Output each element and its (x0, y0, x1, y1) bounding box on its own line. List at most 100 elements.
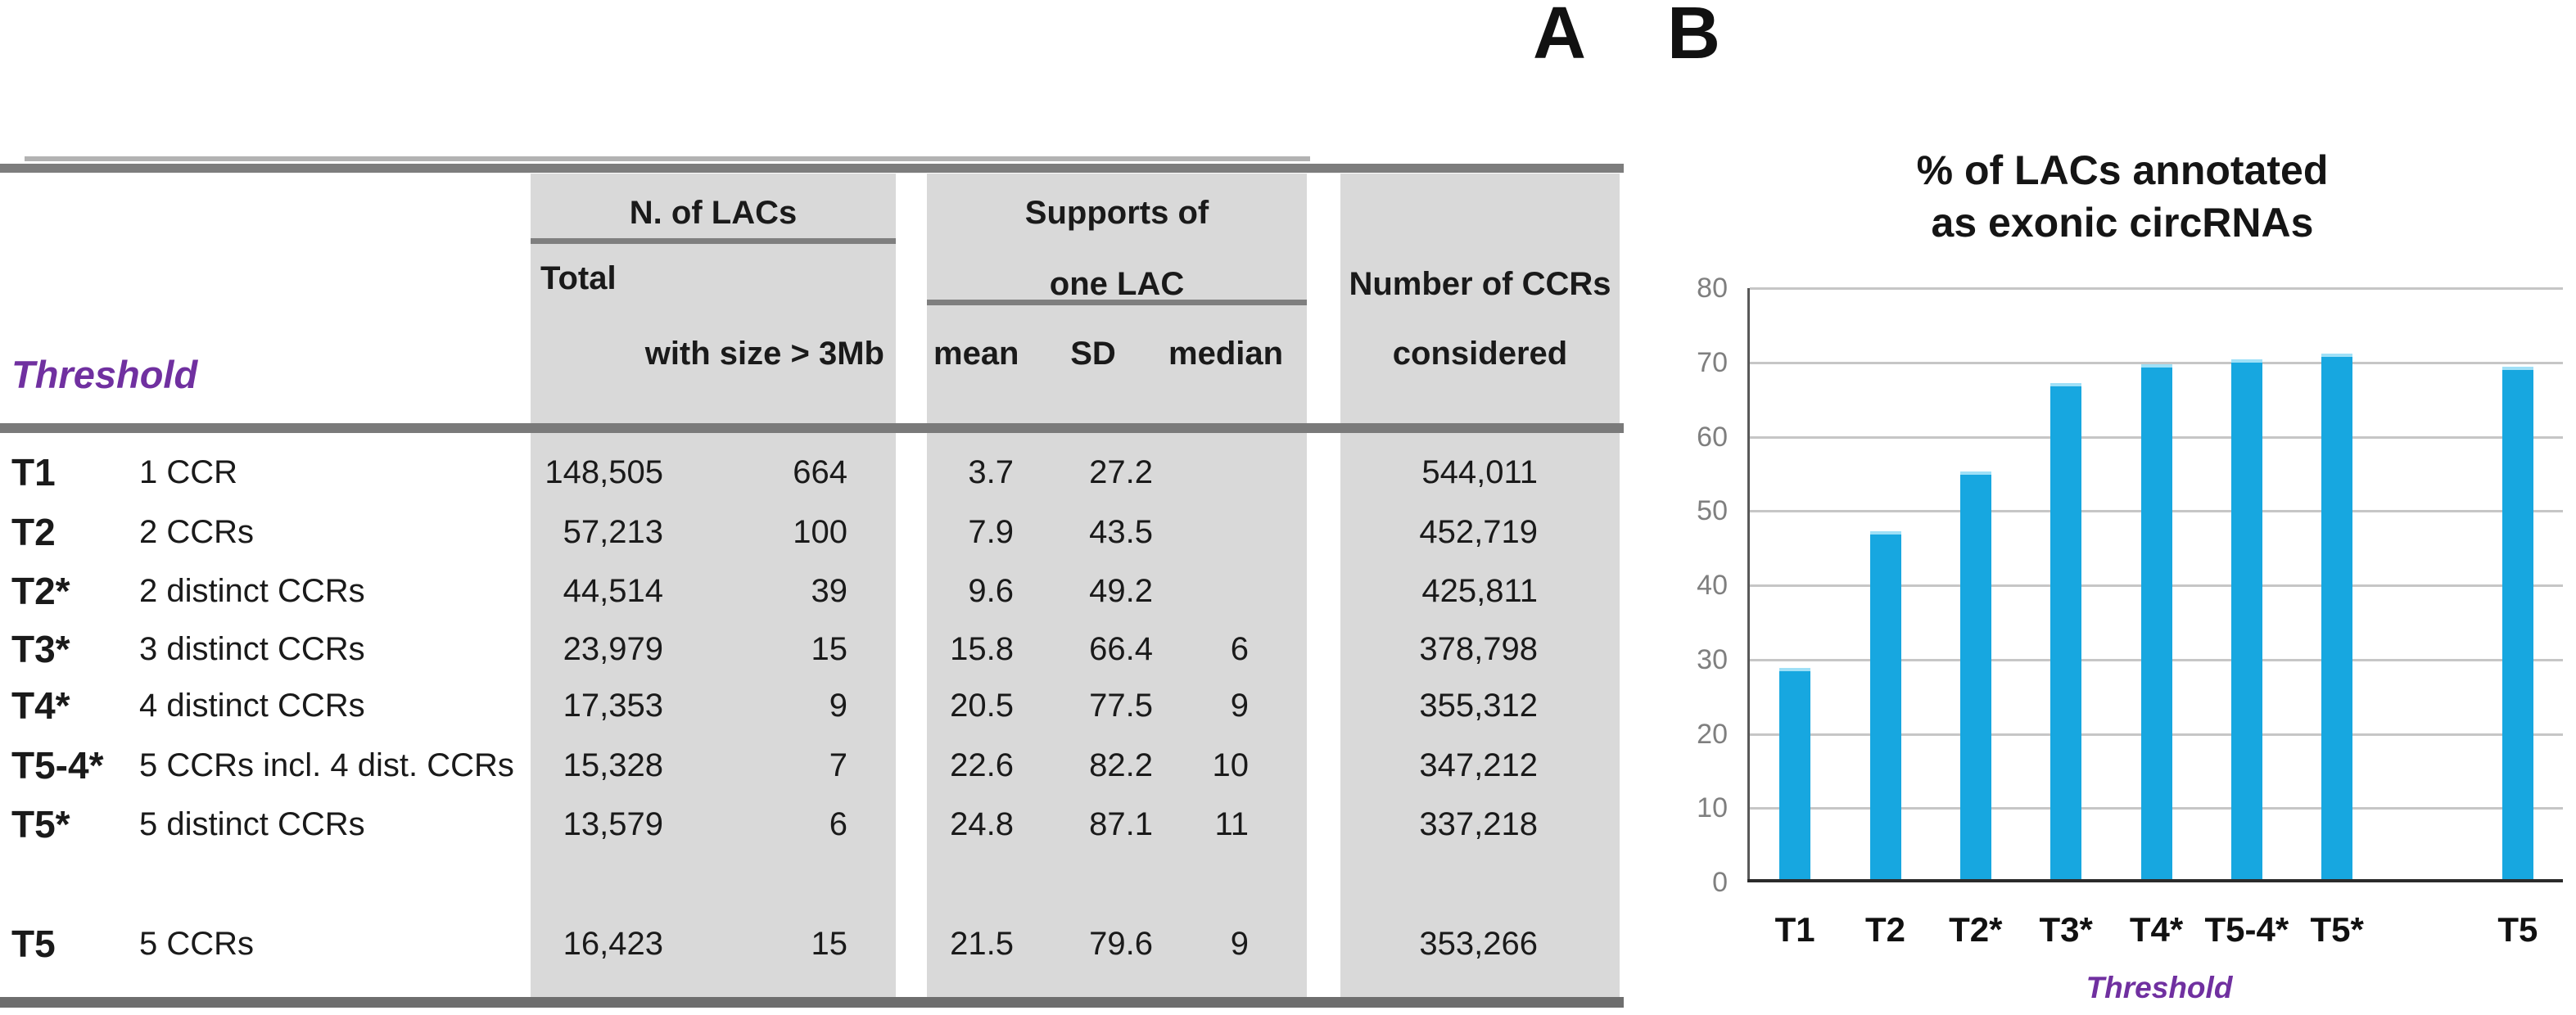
table-row: T4* 4 distinct CCRs 17,353 9 20.5 77.5 9 355,31… (0, 683, 1624, 729)
chart-title: % of LACs annotated as exonic circRNAs (1713, 144, 2532, 249)
cell-lacs-gt-3mb: 7 (829, 747, 847, 783)
cell-sd: 66.4 (1089, 631, 1153, 667)
cell-ccrs-considered: 378,798 (1419, 631, 1538, 667)
x-tick-label-T3*: T3* (2039, 910, 2093, 949)
cell-total-lacs: 15,328 (563, 747, 663, 783)
gridline-70 (1750, 361, 2563, 364)
table-row: T1 1 CCR 148,505 664 3.7 27.2 544,011 (0, 449, 1624, 495)
one-lac-underline (927, 300, 1307, 305)
cell-mean: 7.9 (968, 514, 1014, 550)
bar-T5 (2501, 367, 2533, 882)
row-threshold-code: T5-4* (11, 744, 104, 787)
table-row: T5-4* 5 CCRs incl. 4 dist. CCRs 15,328 7 22.… (0, 742, 1624, 788)
row-description: 2 distinct CCRs (139, 573, 365, 609)
x-tick-label-T5*: T5* (2310, 910, 2364, 949)
row-description: 5 CCRs incl. 4 dist. CCRs (139, 747, 514, 783)
cell-median: 10 (1212, 747, 1250, 783)
cell-mean: 22.6 (950, 747, 1014, 783)
bar-T5* (2321, 353, 2353, 882)
column-band-supports (927, 174, 1307, 997)
x-tick-label-T5: T5 (2497, 910, 2538, 949)
cell-mean: 20.5 (950, 688, 1014, 724)
table-threshold-label: Threshold (11, 353, 198, 396)
column-band-n-of-lacs (531, 174, 896, 997)
row-description: 3 distinct CCRs (139, 631, 365, 667)
bar-T3* (2050, 383, 2082, 882)
chart-threshold-label: Threshold (2086, 971, 2233, 1004)
cell-mean: 9.6 (968, 573, 1014, 609)
cell-median: 9 (1230, 688, 1249, 724)
row-description: 1 CCR (139, 454, 238, 490)
x-tick-label-T5-4*: T5-4* (2204, 910, 2289, 949)
x-tick-label-T1: T1 (1774, 910, 1815, 949)
header-supports-of: Supports of (1024, 195, 1209, 231)
y-tick-label-10: 10 (1697, 792, 1728, 824)
bar-T2 (1869, 530, 1901, 882)
cell-median (1167, 509, 1249, 555)
x-tick-label-T4*: T4* (2129, 910, 2184, 949)
cell-mean: 24.8 (950, 806, 1014, 842)
header-mean: mean (933, 336, 1019, 372)
y-tick-label-40: 40 (1697, 570, 1728, 601)
table-row: T2 2 CCRs 57,213 100 7.9 43.5 452,719 (0, 509, 1624, 555)
cell-lacs-gt-3mb: 9 (829, 688, 847, 724)
chart-title-line2: as exonic circRNAs (1931, 200, 2314, 246)
cell-lacs-gt-3mb: 15 (811, 926, 848, 962)
x-tick-label-T2*: T2* (1949, 910, 2003, 949)
cell-sd: 79.6 (1089, 926, 1153, 962)
cell-sd: 77.5 (1089, 688, 1153, 724)
cell-lacs-gt-3mb: 15 (811, 631, 848, 667)
cell-total-lacs: 57,213 (563, 514, 663, 550)
y-tick-label-60: 60 (1697, 421, 1728, 453)
row-description: 4 distinct CCRs (139, 688, 365, 724)
y-tick-label-20: 20 (1697, 718, 1728, 750)
row-description: 2 CCRs (139, 514, 255, 550)
cell-ccrs-considered: 337,218 (1419, 806, 1538, 842)
cell-total-lacs: 13,579 (563, 806, 663, 842)
bar-T2* (1959, 471, 1991, 882)
cell-lacs-gt-3mb: 39 (811, 573, 848, 609)
table-top-border-shadow (25, 156, 1310, 161)
y-tick-label-0: 0 (1712, 867, 1728, 898)
header-considered: considered (1392, 336, 1568, 372)
table-row: T2* 2 distinct CCRs 44,514 39 9.6 49.2 425,811 (0, 568, 1624, 614)
row-description: 5 distinct CCRs (139, 806, 365, 842)
table-row: T5* 5 distinct CCRs 13,579 6 24.8 87.1 11 337,2… (0, 801, 1624, 847)
cell-mean: 21.5 (950, 926, 1014, 962)
cell-mean: 15.8 (950, 631, 1014, 667)
gridline-80 (1750, 287, 2563, 290)
y-tick-label-70: 70 (1697, 346, 1728, 378)
header-total: Total (540, 260, 617, 296)
cell-ccrs-considered: 425,811 (1421, 573, 1538, 609)
cell-lacs-gt-3mb: 6 (829, 806, 847, 842)
row-threshold-code: T1 (11, 451, 56, 494)
cell-total-lacs: 17,353 (563, 688, 663, 724)
row-threshold-code: T2 (11, 511, 56, 553)
y-tick-label-80: 80 (1697, 273, 1728, 304)
n-of-lacs-underline (531, 238, 896, 244)
panel-a-label: A (1533, 0, 1586, 74)
row-threshold-code: T4* (11, 684, 70, 727)
bar-T4* (2140, 364, 2172, 882)
bar-T5-4* (2230, 359, 2262, 882)
header-one-lac: one LAC (1049, 266, 1185, 302)
chart-y-axis-line (1747, 288, 1750, 882)
cell-total-lacs: 148,505 (545, 454, 663, 490)
table-bottom-border (0, 997, 1624, 1008)
cell-sd: 87.1 (1089, 806, 1153, 842)
header-number-of-ccrs: Number of CCRs (1349, 266, 1611, 302)
table-header-separator (0, 423, 1624, 433)
cell-median: 9 (1230, 926, 1249, 962)
header-n-of-lacs: N. of LACs (629, 195, 798, 231)
cell-median (1167, 568, 1249, 614)
cell-mean: 3.7 (968, 454, 1014, 490)
header-median: median (1168, 336, 1284, 372)
chart-x-axis-line (1747, 879, 2563, 882)
cell-ccrs-considered: 452,719 (1419, 514, 1538, 550)
x-tick-label-T2: T2 (1864, 910, 1905, 949)
y-tick-label-30: 30 (1697, 643, 1728, 675)
cell-lacs-gt-3mb: 100 (793, 514, 847, 550)
column-band-ccrs (1340, 174, 1620, 997)
row-threshold-code: T5 (11, 923, 56, 965)
row-threshold-code: T5* (11, 803, 70, 846)
